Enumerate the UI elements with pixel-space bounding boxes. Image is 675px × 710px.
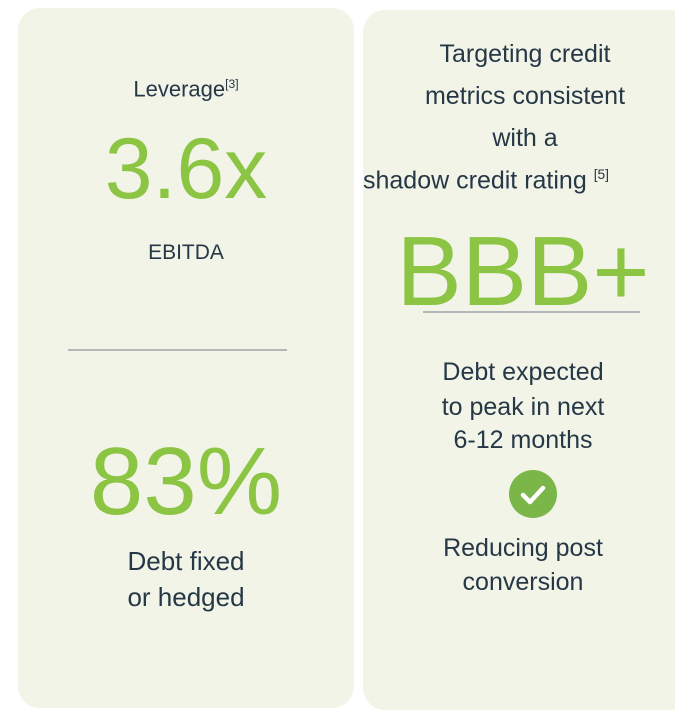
check-icon xyxy=(509,470,557,518)
footnote: [5] xyxy=(593,167,609,182)
hedged-value: 83% xyxy=(89,428,283,535)
footnote: [3] xyxy=(225,77,239,91)
check-mark xyxy=(520,485,546,505)
leverage-card: Leverage[3] 3.6x EBITDA 83% Debt fixed o… xyxy=(18,8,354,708)
caption-line: Debt fixed xyxy=(127,546,245,576)
leverage-label: Leverage[3] xyxy=(18,78,354,100)
heading-text: shadow credit rating xyxy=(363,166,587,195)
text-line: 6-12 months xyxy=(453,426,593,454)
page: Leverage[3] 3.6x EBITDA 83% Debt fixed o… xyxy=(18,8,675,710)
heading-line: shadow credit rating [5] xyxy=(363,168,609,194)
rating-content: Targeting credit metrics consistent with… xyxy=(363,10,675,710)
label: Leverage xyxy=(133,76,226,102)
leverage-unit: EBITDA xyxy=(148,241,224,264)
heading-line: Targeting credit xyxy=(439,40,611,68)
text-line: Debt expected xyxy=(442,358,604,386)
caption-line: or hedged xyxy=(127,582,245,612)
leverage-value: 3.6x xyxy=(104,121,268,217)
text-line: conversion xyxy=(462,568,584,596)
rating-card: Targeting credit metrics consistent with… xyxy=(363,10,675,710)
text-line: to peak in next xyxy=(441,393,605,421)
rating: BBB+ xyxy=(396,216,650,326)
heading-line: metrics consistent xyxy=(424,82,626,110)
check-circle xyxy=(509,470,557,518)
text-line: Reducing post xyxy=(443,534,603,562)
divider xyxy=(68,349,287,351)
rating-underline xyxy=(423,311,640,313)
heading-line: with a xyxy=(492,124,558,152)
